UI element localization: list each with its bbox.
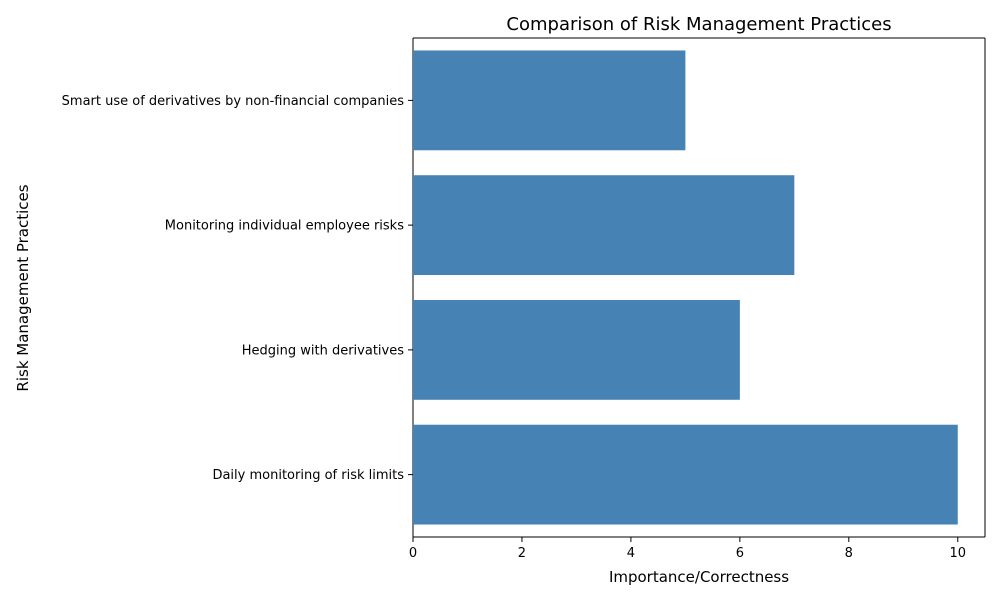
bar [413,50,686,151]
x-tick-label: 10 [949,546,966,561]
bars-group [413,50,958,525]
bar [413,175,795,276]
y-tick-label: Smart use of derivatives by non-financia… [62,94,405,109]
x-axis-label: Importance/Correctness [609,568,789,586]
x-tick-label: 0 [409,546,417,561]
y-tick-label: Monitoring individual employee risks [165,219,404,234]
bar [413,299,740,400]
x-tick-label: 2 [518,546,526,561]
y-axis-label: Risk Management Practices [14,184,32,391]
y-tick-label: Hedging with derivatives [242,343,404,358]
x-tick-label: 6 [736,546,744,561]
chart-title: Comparison of Risk Management Practices [506,14,891,35]
x-axis: 0 2 4 6 8 10 [409,537,966,561]
y-axis: Daily monitoring of risk limits Hedging w… [62,94,413,483]
y-tick-label: Daily monitoring of risk limits [212,468,404,483]
bar [413,424,958,525]
x-tick-label: 8 [845,546,853,561]
x-tick-label: 4 [627,546,635,561]
